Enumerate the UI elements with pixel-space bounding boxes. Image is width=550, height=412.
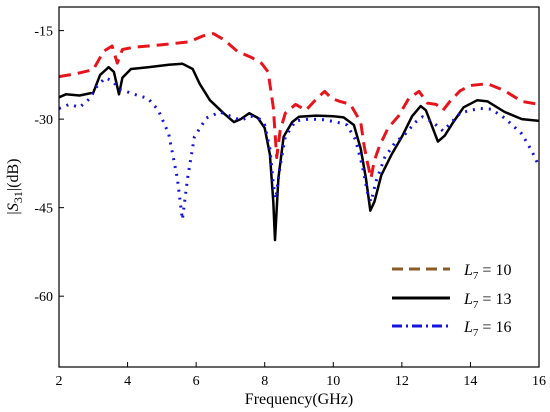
legend: L7 = 10 L7 = 13 L7 = 16 xyxy=(384,253,534,341)
x-tick-label: 10 xyxy=(326,374,340,389)
x-tick-label: 2 xyxy=(56,374,63,389)
x-axis-title: Frequency(GHz) xyxy=(245,391,353,408)
legend-label-series-3: L7 = 16 xyxy=(463,319,511,339)
series-layer xyxy=(58,32,541,242)
legend-label-series-1: L7 = 10 xyxy=(463,262,511,282)
x-tick-label: 16 xyxy=(532,374,546,389)
x-tick-label: 8 xyxy=(261,374,268,389)
y-tick-label: -45 xyxy=(34,202,53,217)
y-tick-label: -30 xyxy=(34,113,53,128)
legend-label-series-2: L7 = 13 xyxy=(463,291,511,311)
tick-layer: 2 4 6 8 10 12 14 16 -15 -30 -45 -60 xyxy=(34,25,546,389)
plot-frame xyxy=(58,6,540,368)
x-tick-label: 12 xyxy=(395,374,409,389)
y-tick-label: -60 xyxy=(34,290,53,305)
x-tick-label: 4 xyxy=(124,374,131,389)
x-tick-label: 14 xyxy=(463,374,477,389)
y-tick-label: -15 xyxy=(34,25,53,40)
series-line-1 xyxy=(58,32,540,180)
x-tick-label: 6 xyxy=(193,374,200,389)
y-axis-title: |S31|(dB) xyxy=(5,159,25,216)
series-line-2 xyxy=(58,62,540,242)
